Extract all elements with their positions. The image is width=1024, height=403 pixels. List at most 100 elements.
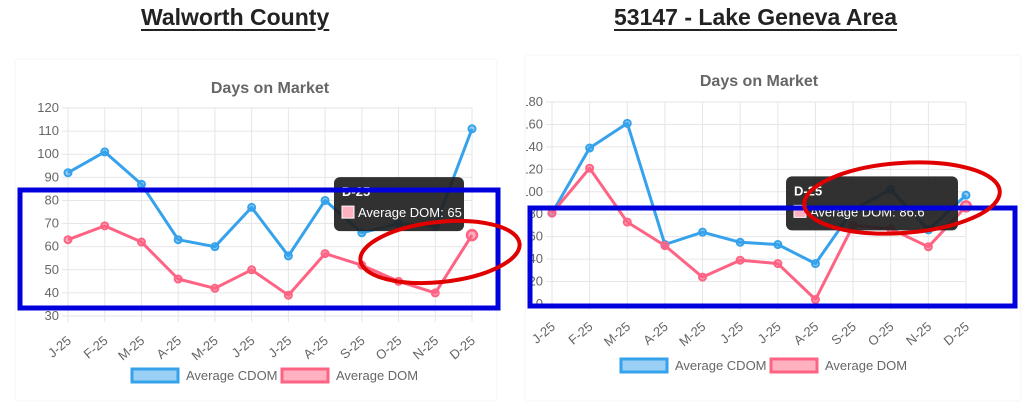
legend-swatch-cdom <box>619 357 669 374</box>
area-heading: 53147 - Lake Geneva Area <box>614 4 897 30</box>
y-tick-label: 120 <box>37 100 59 115</box>
y-tick-label: 70 <box>45 216 59 231</box>
dom-point <box>63 235 73 245</box>
y-tick-label: 140 <box>526 139 543 154</box>
chart-title: Days on Market <box>211 80 330 97</box>
dom-point <box>547 208 557 218</box>
lake-geneva-days-on-market-chart: Days on Market 0 20 40 60 80 100 120 140 160 180 J-… <box>526 73 973 374</box>
y-tick-label: 60 <box>45 239 59 254</box>
cdom-point <box>100 147 110 157</box>
cdom-point <box>467 124 477 134</box>
x-tick-label: N-25 <box>903 319 934 349</box>
y-tick-label: 160 <box>526 116 543 131</box>
cdom-point <box>622 118 632 128</box>
tooltip: D-25 Average DOM: 65 <box>334 177 464 232</box>
y-tick-label: 20 <box>529 274 543 289</box>
tooltip-text: Average DOM: 86.6 <box>810 204 925 219</box>
x-tick-label: M-25 <box>601 319 633 350</box>
y-tick-label: 120 <box>526 161 543 176</box>
cdom-point <box>773 240 783 250</box>
walworth-days-on-market-chart: Days on Market 30 40 50 60 70 80 90 100 110 120 J-2… <box>37 80 479 384</box>
dom-point <box>773 259 783 269</box>
cdom-point <box>320 195 330 205</box>
dom-point <box>660 241 670 251</box>
legend-label-cdom: Average CDOM <box>675 358 767 373</box>
x-tick-label: J-25 <box>529 319 558 347</box>
cdom-point <box>173 235 183 245</box>
x-tick-label: F-25 <box>565 319 595 348</box>
lake-geneva-chart-panel: Days on Market 0 20 40 60 80 100 120 140 160 180 J-… <box>526 56 1020 400</box>
dom-point <box>585 163 595 173</box>
cdom-point <box>247 202 257 212</box>
dom-point <box>283 290 293 300</box>
legend-label-dom: Average DOM <box>336 368 418 383</box>
x-tick-label: J-25 <box>717 319 746 347</box>
walworth-chart-panel: Days on Market 30 40 50 60 70 80 90 100 110 120 J-2… <box>16 60 496 400</box>
x-tick-label: J-25 <box>45 333 74 361</box>
cdom-point <box>961 190 971 200</box>
y-tick-label: 180 <box>526 94 543 109</box>
x-tick-label: A-25 <box>640 319 671 348</box>
y-tick-label: 80 <box>529 206 543 221</box>
cdom-point <box>698 227 708 237</box>
tooltip-text: Average DOM: 65 <box>358 205 462 220</box>
y-tick-label: 100 <box>526 184 543 199</box>
dom-point <box>210 283 220 293</box>
y-tick-label: 100 <box>37 146 59 161</box>
cdom-point <box>136 179 146 189</box>
dom-point <box>622 217 632 227</box>
dom-point <box>357 260 367 270</box>
tooltip: D-25 Average DOM: 86.6 <box>786 176 958 231</box>
county-heading: Walworth County <box>141 4 330 30</box>
dom-point <box>430 288 440 298</box>
x-tick-label: M-25 <box>189 333 221 364</box>
y-tick-label: 80 <box>45 192 59 207</box>
cdom-point <box>210 242 220 252</box>
cdom-point <box>810 259 820 269</box>
y-tick-label: 90 <box>45 169 59 184</box>
x-tick-label: A-25 <box>300 333 331 362</box>
x-tick-label: N-25 <box>410 333 441 363</box>
x-tick-label: D-25 <box>447 333 478 363</box>
tooltip-swatch <box>341 205 355 219</box>
dom-point <box>735 255 745 265</box>
x-tick-label: S-25 <box>337 333 368 362</box>
x-tick-label: F-25 <box>81 333 111 362</box>
dom-point <box>698 272 708 282</box>
cdom-point <box>283 251 293 261</box>
x-tick-label: J-25 <box>229 333 258 361</box>
x-tick-label: S-25 <box>828 319 859 348</box>
legend-swatch-dom <box>280 367 330 384</box>
x-tick-label: A-25 <box>153 333 184 362</box>
legend-swatch-cdom <box>130 367 180 384</box>
y-tick-label: 0 <box>536 296 543 311</box>
dom-point <box>465 228 479 242</box>
legend-swatch-dom <box>769 357 819 374</box>
dom-point <box>394 276 404 286</box>
x-tick-label: O-25 <box>865 319 897 349</box>
dom-point <box>320 249 330 259</box>
dom-point <box>136 237 146 247</box>
cdom-point <box>585 143 595 153</box>
dom-series-line <box>67 224 474 297</box>
chart-title: Days on Market <box>700 73 819 90</box>
x-tick-label: A-25 <box>791 319 822 348</box>
tooltip-title: D-25 <box>342 184 370 199</box>
dom-point <box>959 200 973 213</box>
y-tick-label: 110 <box>38 123 59 138</box>
dom-point <box>810 295 820 305</box>
cdom-point <box>63 168 73 178</box>
x-tick-label: D-25 <box>941 319 972 349</box>
x-tick-label: J-25 <box>265 333 294 361</box>
dom-point <box>100 221 110 231</box>
x-tick-label: M-25 <box>676 319 708 350</box>
cdom-point <box>735 237 745 247</box>
x-tick-label: M-25 <box>115 333 147 364</box>
x-tick-label: O-25 <box>373 333 405 363</box>
legend-label-cdom: Average CDOM <box>186 368 278 383</box>
y-tick-label: 30 <box>45 308 59 323</box>
tooltip-title: D-25 <box>794 183 822 198</box>
y-tick-label: 40 <box>45 285 59 300</box>
y-tick-label: 60 <box>529 229 543 244</box>
dom-point <box>923 242 933 252</box>
